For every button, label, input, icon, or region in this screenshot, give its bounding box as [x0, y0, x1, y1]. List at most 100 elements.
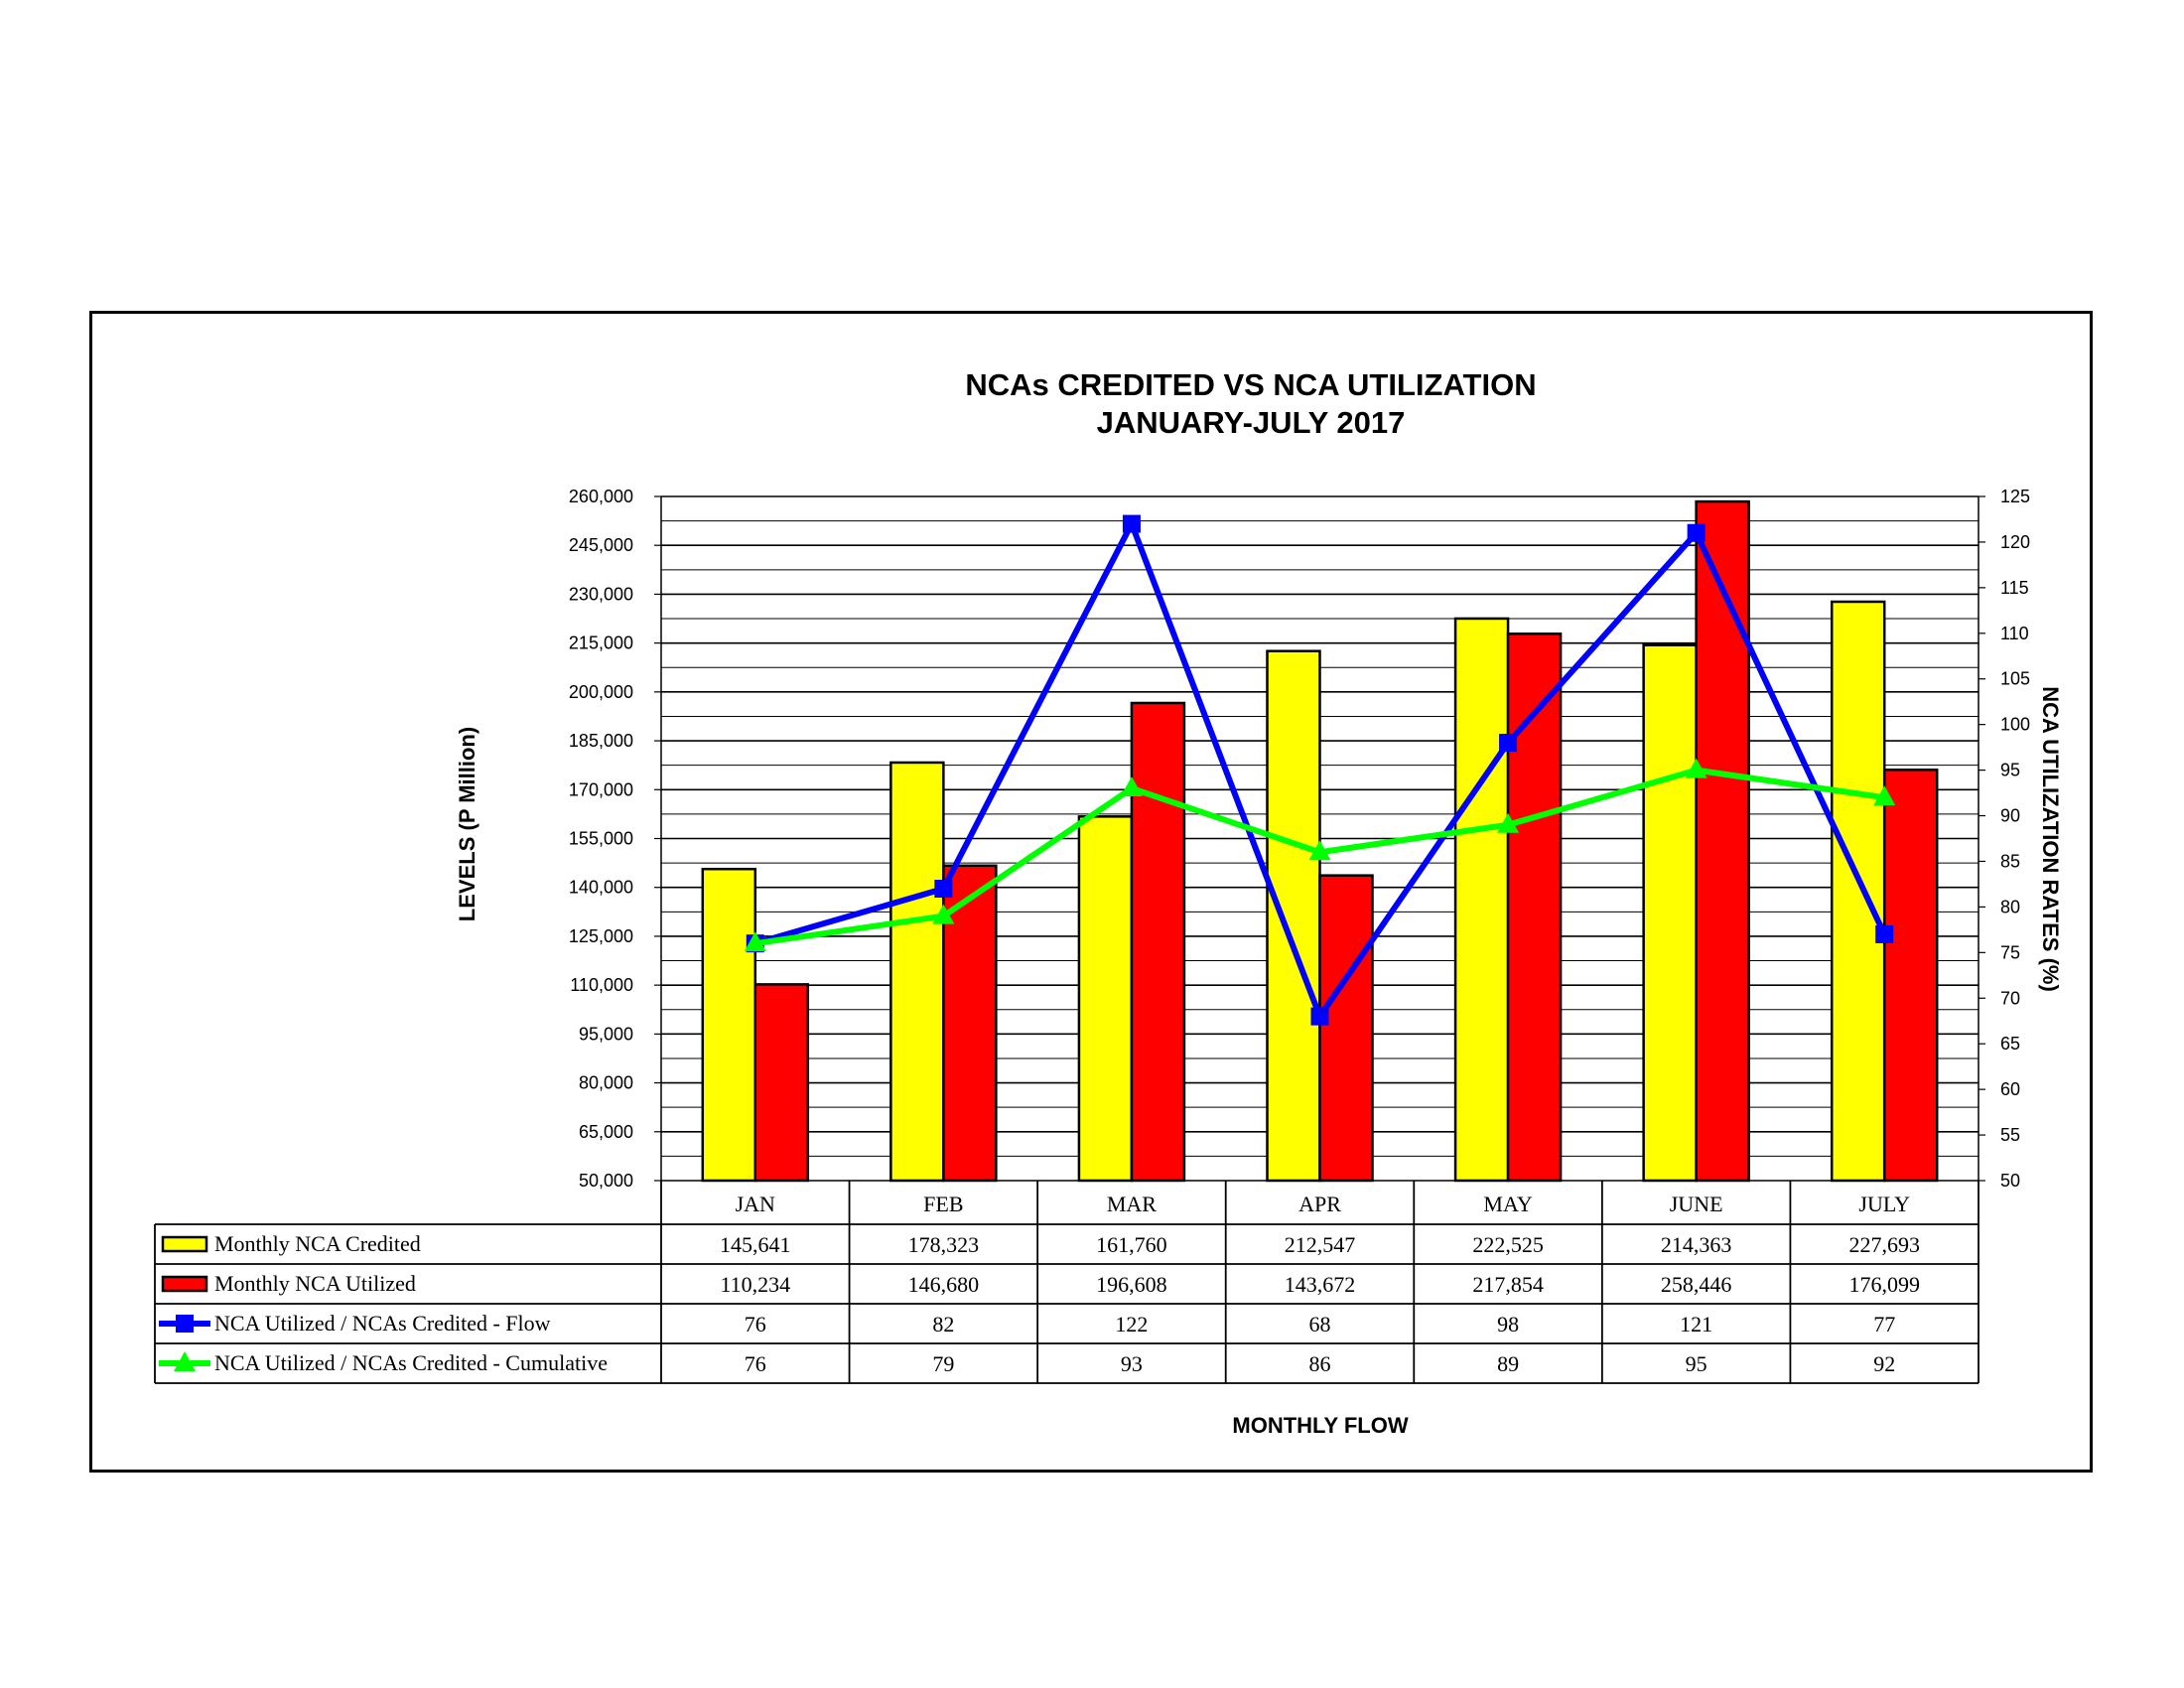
- data-label: 77: [1873, 1312, 1895, 1336]
- data-label: 82: [932, 1312, 954, 1336]
- y-tick-label: 185,000: [569, 731, 633, 751]
- chart-title: NCAs CREDITED VS NCA UTILIZATION: [965, 367, 1536, 402]
- y-tick-label: 215,000: [569, 633, 633, 653]
- y-tick-label: 170,000: [569, 779, 633, 799]
- y-tick-label: 110,000: [570, 975, 633, 995]
- bar: [889, 761, 945, 1183]
- data-label: 176,099: [1848, 1272, 1920, 1297]
- legend-key: [161, 1275, 208, 1293]
- y-tick-label: 200,000: [569, 682, 633, 702]
- bar: [1130, 701, 1186, 1183]
- data-label: 98: [1497, 1312, 1519, 1336]
- data-label: 217,854: [1472, 1272, 1544, 1297]
- bar: [942, 864, 998, 1183]
- y-tick-label: 155,000: [569, 829, 633, 849]
- x-tick-label: MAY: [1483, 1192, 1532, 1216]
- data-label: 258,446: [1661, 1272, 1732, 1297]
- legend-key: [161, 1235, 208, 1253]
- y2-tick-label: 80: [2000, 897, 2020, 916]
- chart-subtitle: JANUARY-JULY 2017: [1097, 405, 1406, 440]
- y2-tick-label: 120: [2000, 532, 2030, 552]
- data-label: 92: [1873, 1351, 1895, 1376]
- y-tick-label: 65,000: [579, 1122, 633, 1142]
- y2-tick-label: 75: [2000, 942, 2020, 962]
- y-tick-label: 245,000: [569, 535, 633, 555]
- y2-tick-label: 105: [2000, 669, 2030, 689]
- y2-tick-label: 90: [2000, 806, 2020, 826]
- point: [1122, 514, 1141, 533]
- data-label: 145,641: [720, 1232, 791, 1257]
- bar: [1830, 600, 1886, 1183]
- legend-label: Monthly NCA Utilized: [214, 1271, 416, 1296]
- legend-label: Monthly NCA Credited: [214, 1231, 421, 1256]
- bar: [1882, 769, 1939, 1183]
- data-label: 76: [745, 1312, 766, 1336]
- point: [1497, 812, 1520, 833]
- data-label: 86: [1309, 1351, 1331, 1376]
- point: [1308, 840, 1331, 861]
- y2-tick-label: 70: [2000, 988, 2020, 1008]
- bar: [1453, 617, 1510, 1183]
- y-tick-label: 230,000: [569, 584, 633, 604]
- y2-tick-label: 85: [2000, 851, 2020, 871]
- point: [932, 904, 955, 924]
- y-tick-label: 80,000: [579, 1073, 633, 1093]
- y2-tick-label: 55: [2000, 1125, 2020, 1145]
- bar: [1266, 649, 1321, 1183]
- data-label: 214,363: [1661, 1232, 1732, 1257]
- x-tick-label: APR: [1298, 1192, 1341, 1216]
- point: [1310, 1007, 1329, 1026]
- y2-tick-label: 125: [2000, 487, 2030, 506]
- y2-tick-label: 110: [2000, 624, 2029, 643]
- data-label: 89: [1497, 1351, 1519, 1376]
- x-tick-label: FEB: [923, 1192, 963, 1216]
- data-label: 110,234: [720, 1272, 790, 1297]
- y2-tick-label: 115: [2000, 578, 2029, 598]
- bar: [1506, 633, 1563, 1183]
- data-label: 143,672: [1285, 1272, 1356, 1297]
- point: [1875, 924, 1894, 943]
- legend-label: NCA Utilized / NCAs Credited - Cumulativ…: [214, 1350, 608, 1375]
- data-label: 161,760: [1096, 1232, 1167, 1257]
- x-tick-label: JUNE: [1670, 1192, 1723, 1216]
- point: [1687, 523, 1706, 542]
- y-tick-label: 125,000: [569, 926, 633, 946]
- point: [1499, 734, 1518, 753]
- bar: [753, 983, 810, 1183]
- data-label: 212,547: [1285, 1232, 1356, 1257]
- data-label: 227,693: [1848, 1232, 1920, 1257]
- point: [744, 931, 766, 952]
- y2-axis-title: NCA UTILIZATION RATES (%): [2038, 686, 2063, 992]
- data-label: 178,323: [908, 1232, 980, 1257]
- x-tick-label: JULY: [1858, 1192, 1910, 1216]
- data-label: 222,525: [1472, 1232, 1544, 1257]
- y-tick-label: 50,000: [579, 1171, 633, 1191]
- point: [1873, 785, 1896, 806]
- bar: [1318, 874, 1374, 1183]
- y-tick-label: 140,000: [569, 878, 633, 898]
- bar: [1642, 643, 1698, 1183]
- point: [934, 880, 953, 899]
- point: [1685, 758, 1707, 778]
- y2-tick-label: 65: [2000, 1034, 2020, 1054]
- bar: [1077, 815, 1134, 1183]
- bar: [1695, 499, 1750, 1183]
- legend-key: [174, 1351, 196, 1371]
- y2-tick-label: 60: [2000, 1079, 2020, 1099]
- data-label: 79: [932, 1351, 954, 1376]
- y2-tick-label: 95: [2000, 761, 2020, 780]
- data-label: 122: [1115, 1312, 1148, 1336]
- data-label: 68: [1309, 1312, 1331, 1336]
- point: [1120, 775, 1143, 796]
- legend-label: NCA Utilized / NCAs Credited - Flow: [214, 1311, 551, 1336]
- x-axis-title: MONTHLY FLOW: [1232, 1413, 1408, 1438]
- data-label: 196,608: [1096, 1272, 1167, 1297]
- chart-frame: [89, 311, 2093, 1473]
- data-label: 121: [1680, 1312, 1712, 1336]
- data-label: 76: [745, 1351, 766, 1376]
- bar: [701, 867, 757, 1183]
- legend-key: [176, 1315, 194, 1333]
- y2-tick-label: 100: [2000, 715, 2030, 735]
- data-label: 93: [1121, 1351, 1143, 1376]
